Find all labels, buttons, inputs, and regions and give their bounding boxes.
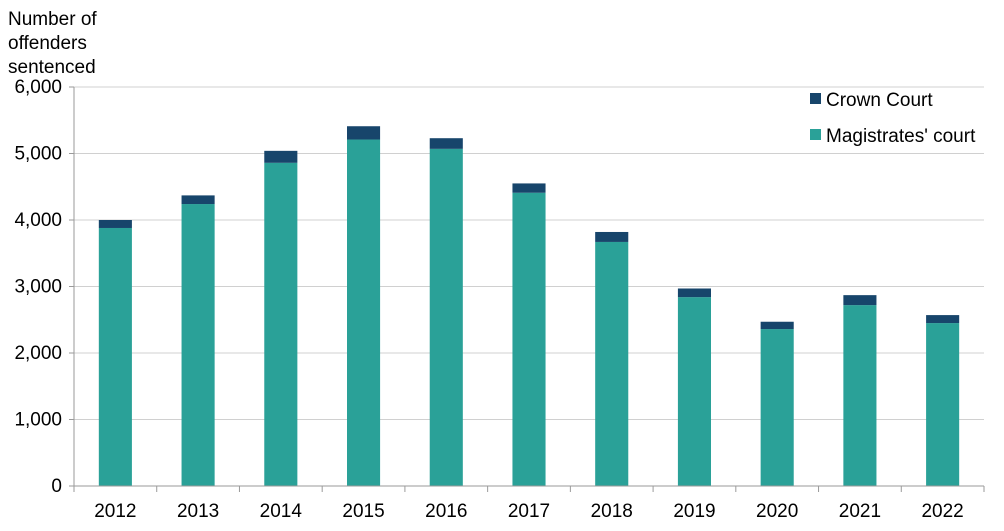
x-tick-label: 2022 <box>921 501 963 522</box>
legend: Crown Court Magistrates' court <box>810 90 976 147</box>
bar-magistrates-2017 <box>512 192 546 487</box>
x-tick-label: 2018 <box>591 501 633 522</box>
y-tick-label: 5,000 <box>14 144 62 165</box>
x-tick-label: 2015 <box>342 501 384 522</box>
y-axis-label-line-2: offenders <box>8 33 87 54</box>
x-tick-label: 2016 <box>425 501 467 522</box>
bar-crown-2014 <box>264 150 298 163</box>
y-tick-label: 3,000 <box>14 277 62 298</box>
bar-crown-2017 <box>512 183 546 193</box>
bar-magistrates-2022 <box>926 323 960 486</box>
axes <box>69 86 985 492</box>
bars <box>98 126 960 487</box>
bar-crown-2021 <box>843 295 877 306</box>
legend-label: Magistrates' court <box>826 126 976 147</box>
y-axis-label-line-1: Number of <box>8 9 97 30</box>
bar-magistrates-2014 <box>264 162 298 486</box>
x-tick-label: 2020 <box>756 501 798 522</box>
y-tick-labels: 0 1,000 2,000 3,000 4,000 5,000 6,000 <box>14 77 62 497</box>
y-axis-label: Number of offenders sentenced <box>8 9 97 78</box>
legend-label: Crown Court <box>826 90 933 111</box>
y-tick-label: 0 <box>51 476 62 497</box>
x-tick-label: 2021 <box>839 501 881 522</box>
bar-magistrates-2013 <box>181 204 215 487</box>
x-tick-labels: 2012 2013 2014 2015 2016 2017 2018 2019 2020 2021… <box>94 501 964 522</box>
x-tick-label: 2019 <box>673 501 715 522</box>
x-tick-label: 2017 <box>508 501 550 522</box>
bar-magistrates-2015 <box>347 139 381 486</box>
bar-magistrates-2021 <box>843 305 877 486</box>
y-axis-label-line-3: sentenced <box>8 57 96 78</box>
bar-magistrates-2019 <box>677 297 711 486</box>
bar-crown-2016 <box>429 138 463 149</box>
bar-crown-2022 <box>926 315 960 324</box>
y-tick-label: 1,000 <box>14 410 62 431</box>
y-tick-label: 4,000 <box>14 210 62 231</box>
legend-swatch <box>810 93 821 104</box>
x-tick-label: 2014 <box>260 501 303 522</box>
x-tick-label: 2013 <box>177 501 219 522</box>
legend-swatch <box>810 129 821 140</box>
x-tick-label: 2012 <box>94 501 136 522</box>
bar-magistrates-2018 <box>595 241 629 486</box>
bar-crown-2013 <box>181 195 215 205</box>
bar-magistrates-2012 <box>98 227 132 487</box>
bar-crown-2018 <box>595 231 629 242</box>
y-tick-label: 2,000 <box>14 343 62 364</box>
y-tick-label: 6,000 <box>14 77 62 98</box>
bar-crown-2020 <box>760 321 794 330</box>
bar-magistrates-2020 <box>760 329 794 486</box>
bar-crown-2015 <box>347 126 381 140</box>
bar-crown-2012 <box>98 220 132 228</box>
bar-magistrates-2016 <box>429 148 463 486</box>
bar-crown-2019 <box>677 288 711 298</box>
